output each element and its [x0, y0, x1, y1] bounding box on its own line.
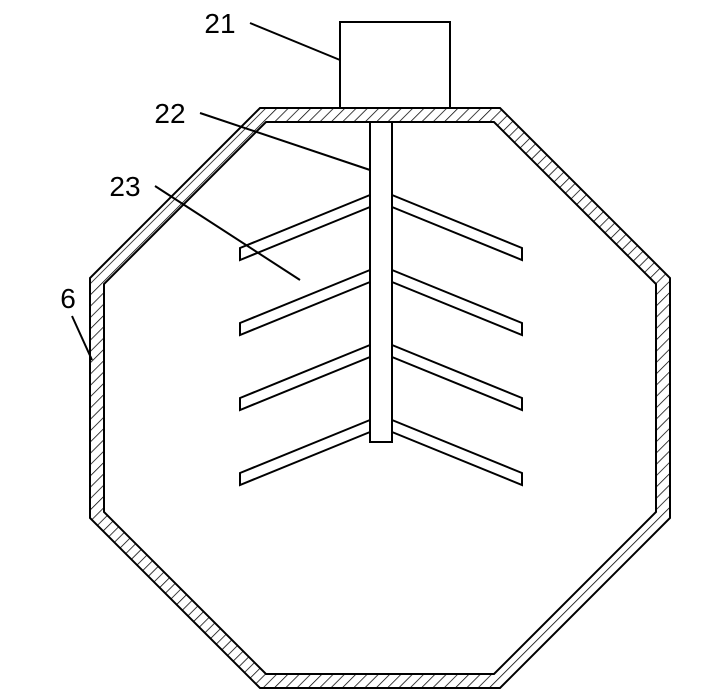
blade — [240, 270, 370, 335]
schematic-diagram: 21 22 23 6 — [0, 0, 718, 690]
blade — [240, 420, 370, 485]
label-6: 6 — [60, 283, 76, 314]
leader-line — [250, 23, 340, 60]
label-23: 23 — [109, 171, 140, 202]
reference-labels: 21 22 23 6 — [60, 8, 370, 360]
blade — [392, 270, 522, 335]
blade — [240, 345, 370, 410]
blade — [240, 195, 370, 260]
blade — [392, 345, 522, 410]
label-21: 21 — [204, 8, 235, 39]
label-22: 22 — [154, 98, 185, 129]
blade — [392, 420, 522, 485]
blade — [392, 195, 522, 260]
motor-box — [340, 22, 450, 108]
shaft — [370, 122, 392, 442]
